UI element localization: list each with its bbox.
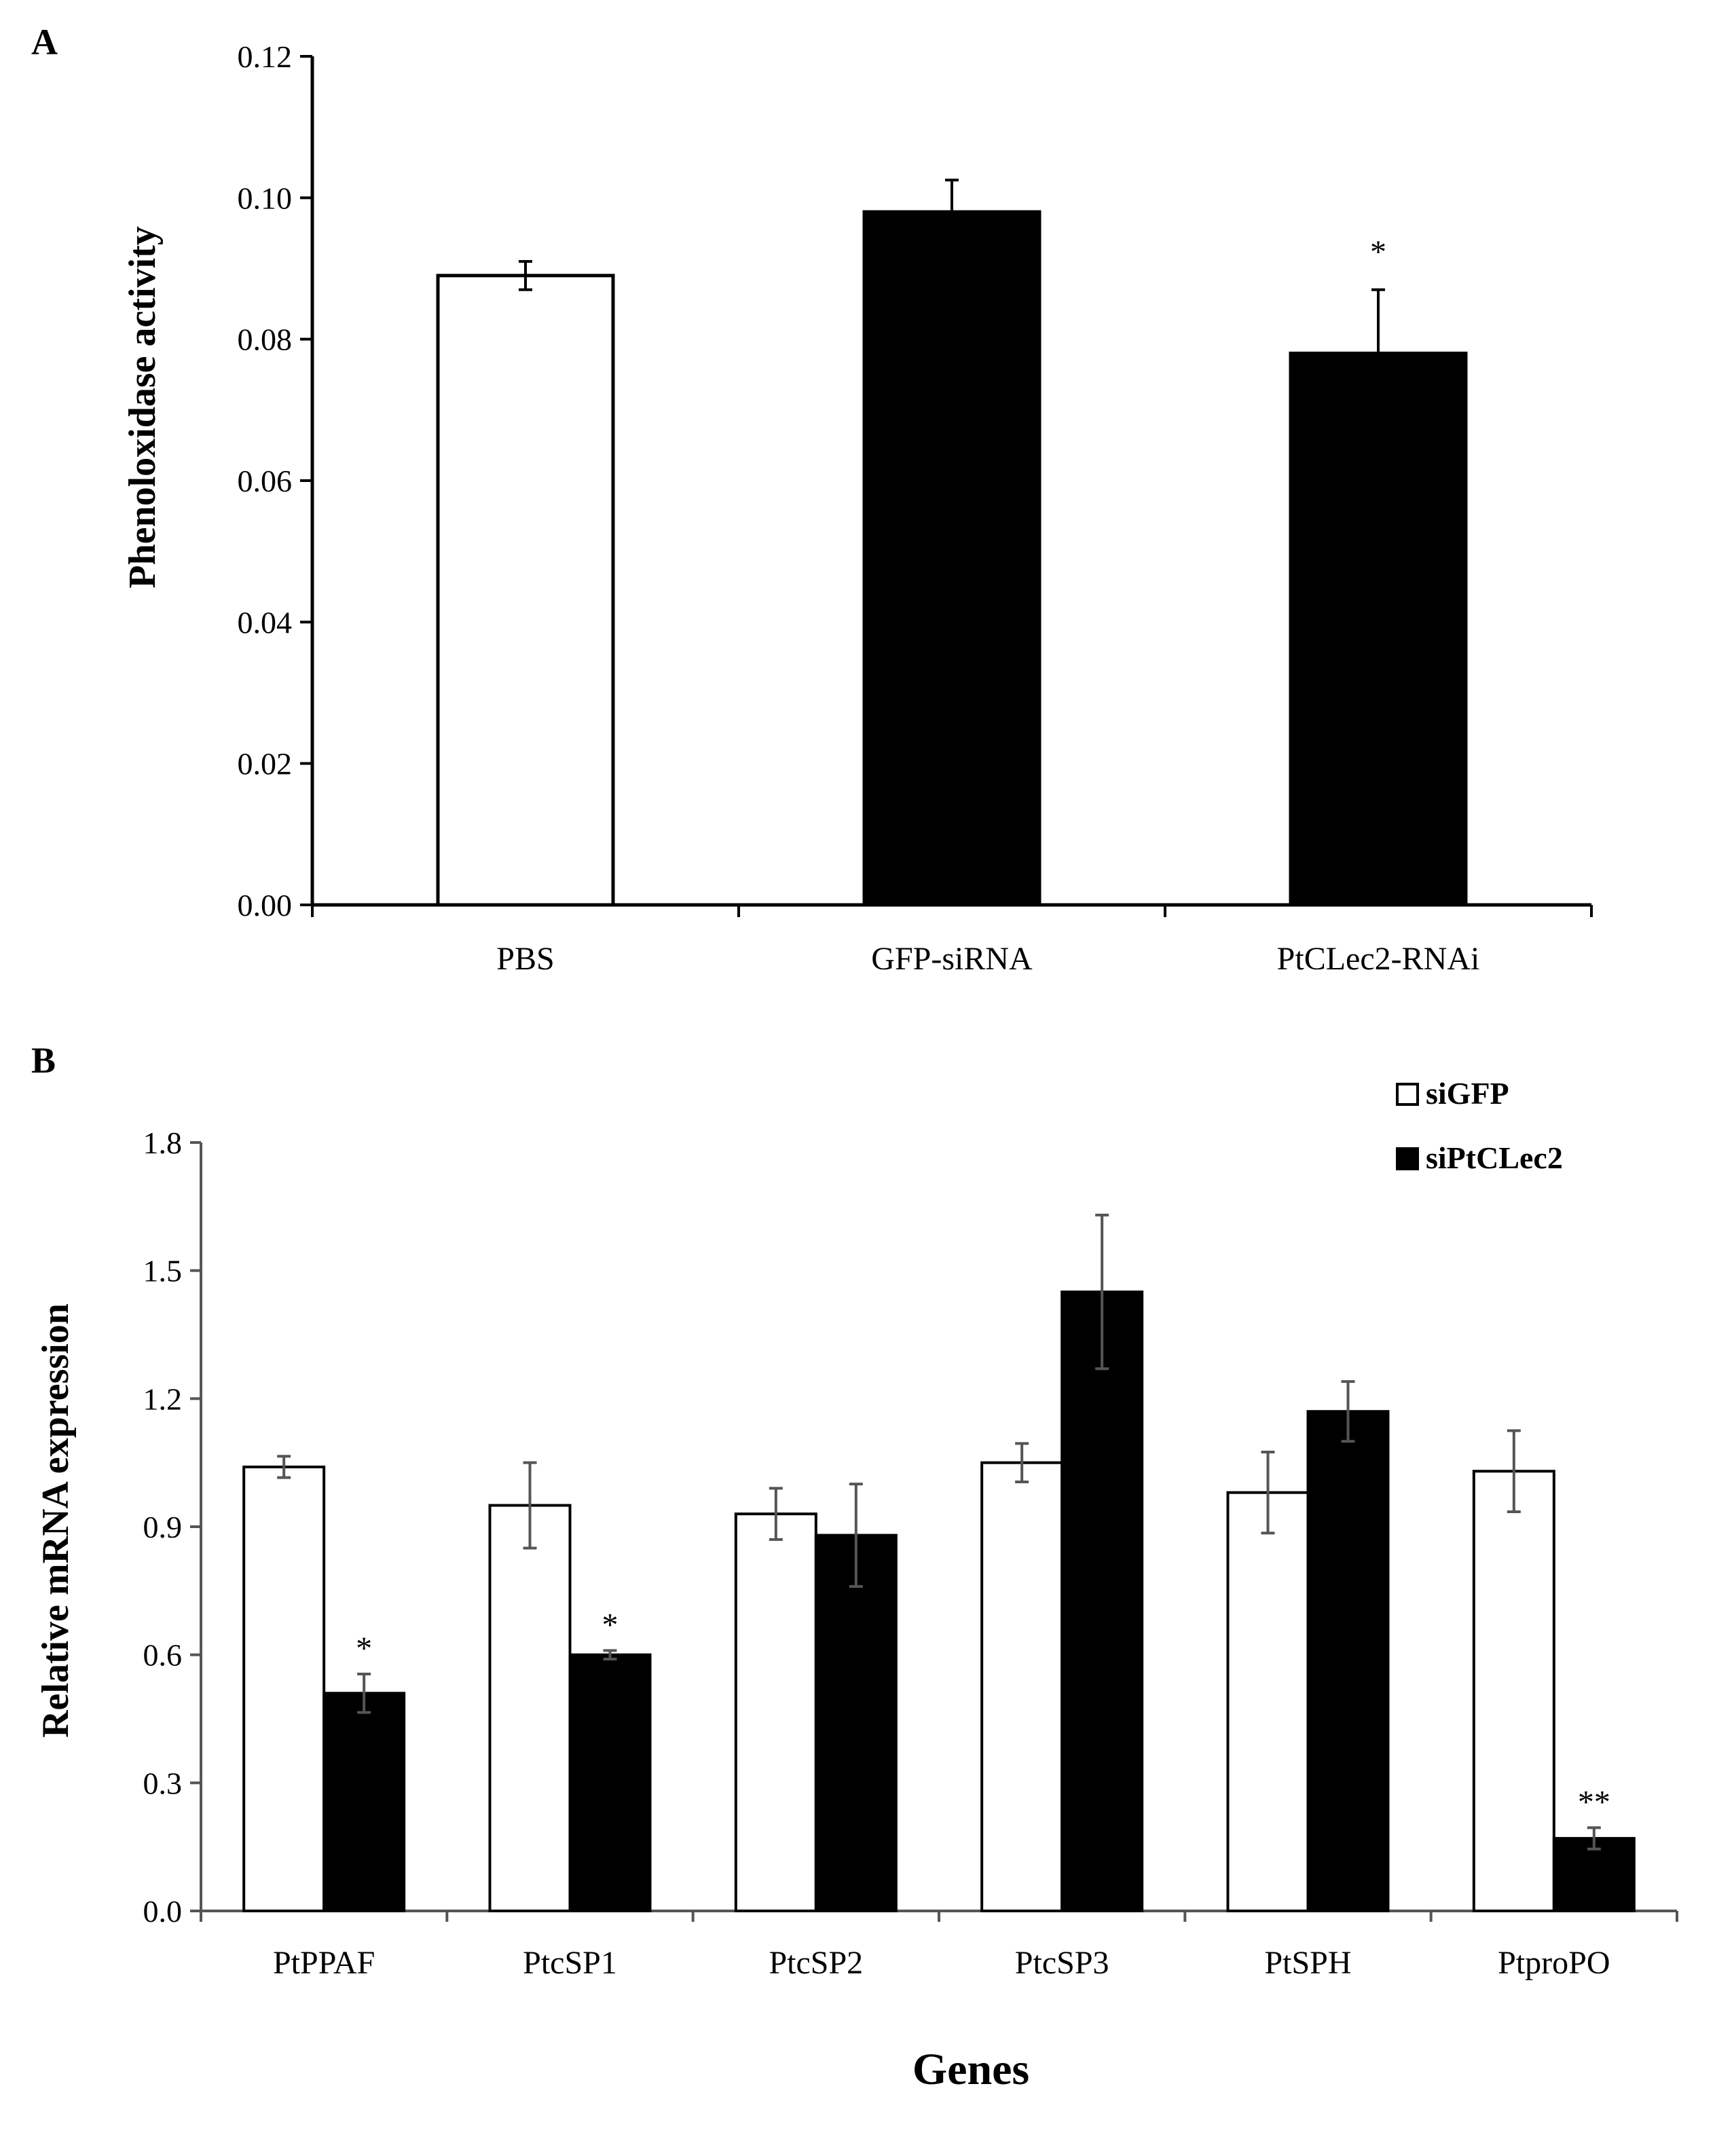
panel-b-y-tick-label: 0.0 [143, 1894, 183, 1929]
panel-b-label: B [31, 1040, 56, 1081]
panel-b-y-tick-label: 0.3 [143, 1766, 183, 1800]
panel-b-significance-mark: ** [1578, 1784, 1610, 1820]
panel-b-category-label: PtproPO [1498, 1945, 1610, 1981]
legend-swatch-siptclec2 [1396, 1147, 1419, 1170]
panel-a-chart: A Phenoloxidase activity 0.000.020.040.0… [31, 22, 1593, 977]
panel-a-y-tick-label: 0.10 [238, 181, 293, 215]
panel-b-y-tick-label: 0.6 [143, 1638, 183, 1673]
panel-a-y-tick-label: 0.06 [238, 464, 293, 498]
siptclec2-bar [1552, 1837, 1636, 1912]
panel-a-label: A [31, 22, 58, 62]
panel-a-y-tick-label: 0.04 [238, 605, 293, 639]
sigfp-bar [1226, 1491, 1310, 1913]
panel-b-category-label: PtPPAF [273, 1945, 375, 1981]
panel-b-y-axis-label: Relative mRNA expression [35, 1303, 77, 1738]
siptclec2-bar [1060, 1290, 1144, 1912]
panel-b-significance-mark: * [356, 1631, 372, 1667]
siptclec2-bar [814, 1534, 898, 1913]
panel-a-axes: 0.00 0.02 0.04 0.06 0.08 0.10 0.12 PBS GFP-siRNA… [238, 39, 1593, 977]
panel-a-y-tick-label: 0.00 [238, 888, 293, 923]
sigfp-bar [488, 1504, 572, 1913]
panel-b-category-label: PtSPH [1264, 1945, 1351, 1981]
sigfp-bar [242, 1465, 326, 1912]
legend-swatch-sigfp [1396, 1083, 1419, 1106]
siptclec2-bar [1306, 1410, 1390, 1912]
panel-a-y-axis-label: Phenoloxidase activity [122, 226, 164, 589]
panel-b-x-axis-label: Genes [912, 2045, 1029, 2094]
panel-b-y-tick-label: 1.2 [143, 1381, 183, 1416]
panel-a-bar [862, 210, 1041, 907]
panel-b-category-label: PtcSP3 [1015, 1945, 1109, 1981]
panel-a-category-label: PtCLec2-RNAi [1277, 941, 1480, 977]
sigfp-bar [1472, 1470, 1555, 1912]
panel-b-chart: B Relative mRNA expression Genes 0.00.30… [31, 1040, 1678, 2094]
panel-b-y-tick-label: 1.5 [143, 1254, 183, 1288]
panel-b-category-label: PtcSP1 [523, 1945, 617, 1981]
panel-b-y-tick-label: 0.9 [143, 1510, 183, 1544]
panel-a-y-tick-label: 0.08 [238, 322, 293, 357]
panel-b-y-tick-label: 1.8 [143, 1126, 183, 1160]
panel-b-category-label: PtcSP2 [769, 1945, 863, 1981]
panel-a-category-label: PBS [496, 941, 554, 977]
siptclec2-bar [568, 1653, 652, 1913]
panel-a-bar [1289, 352, 1468, 907]
legend-label-siptclec2: siPtCLec2 [1426, 1140, 1563, 1175]
panel-b-legend: siGFP siPtCLec2 [1396, 1076, 1563, 1175]
legend-label-sigfp: siGFP [1426, 1076, 1509, 1111]
panel-b-significance-mark: * [602, 1607, 619, 1643]
siptclec2-bar [322, 1692, 406, 1912]
sigfp-bar [734, 1512, 817, 1912]
panel-a-y-tick-label: 0.02 [238, 747, 293, 781]
panel-a-bars: * [436, 179, 1468, 907]
sigfp-bar [980, 1461, 1064, 1913]
panel-b-axes: 0.0 0.3 0.6 0.9 1.2 1.5 1.8 PtPPAF PtcSP1 PtcSP2 P… [143, 1126, 1678, 1981]
panel-a-bar [436, 274, 615, 907]
panel-a-significance-mark: * [1370, 234, 1386, 270]
panel-b-bars: **** [242, 1213, 1636, 1913]
panel-a-category-label: GFP-siRNA [871, 941, 1033, 977]
panel-a-y-tick-label: 0.12 [238, 39, 293, 74]
